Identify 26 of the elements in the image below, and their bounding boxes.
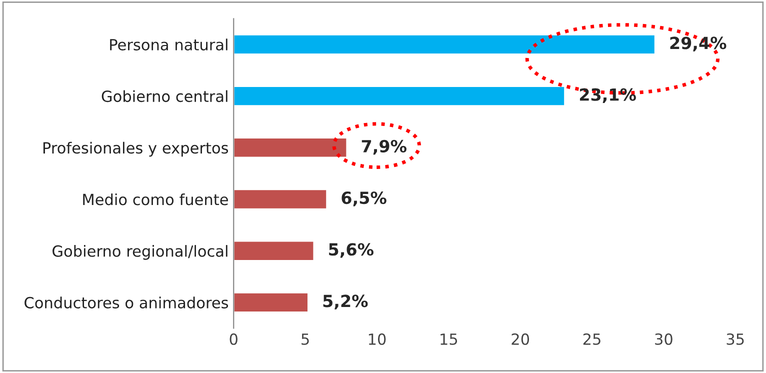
y-tick-label: Gobierno central (102, 90, 228, 102)
bar (234, 137, 348, 158)
x-tick-label: 25 (583, 333, 600, 345)
bar (234, 86, 566, 107)
x-tick-label: 30 (655, 333, 672, 345)
data-label: 29,4% (670, 36, 726, 52)
data-label: 5,2% (323, 294, 368, 310)
x-tick-label: 10 (368, 333, 386, 345)
bar (234, 34, 656, 55)
data-label: 23,1% (580, 88, 636, 104)
bar (234, 292, 309, 313)
data-label: 7,9% (362, 140, 406, 155)
x-tick-label: 0 (230, 333, 238, 345)
bar (234, 240, 315, 262)
y-tick-label: Persona natural (110, 38, 228, 50)
y-tick-label: Conductores o animadores (24, 296, 228, 308)
data-label: 5,6% (329, 243, 374, 258)
y-tick-label: Gobierno regional/local (52, 245, 228, 260)
bar (234, 188, 328, 210)
x-tick-label: 5 (302, 334, 309, 345)
data-label: 6,5% (342, 191, 386, 206)
y-tick-label: Medio como fuente (83, 193, 228, 206)
x-tick-label: 20 (512, 333, 530, 345)
x-tick-label: 35 (726, 333, 744, 345)
x-tick-label: 15 (440, 334, 458, 345)
y-tick-label: Profesionales y expertos (43, 142, 228, 157)
